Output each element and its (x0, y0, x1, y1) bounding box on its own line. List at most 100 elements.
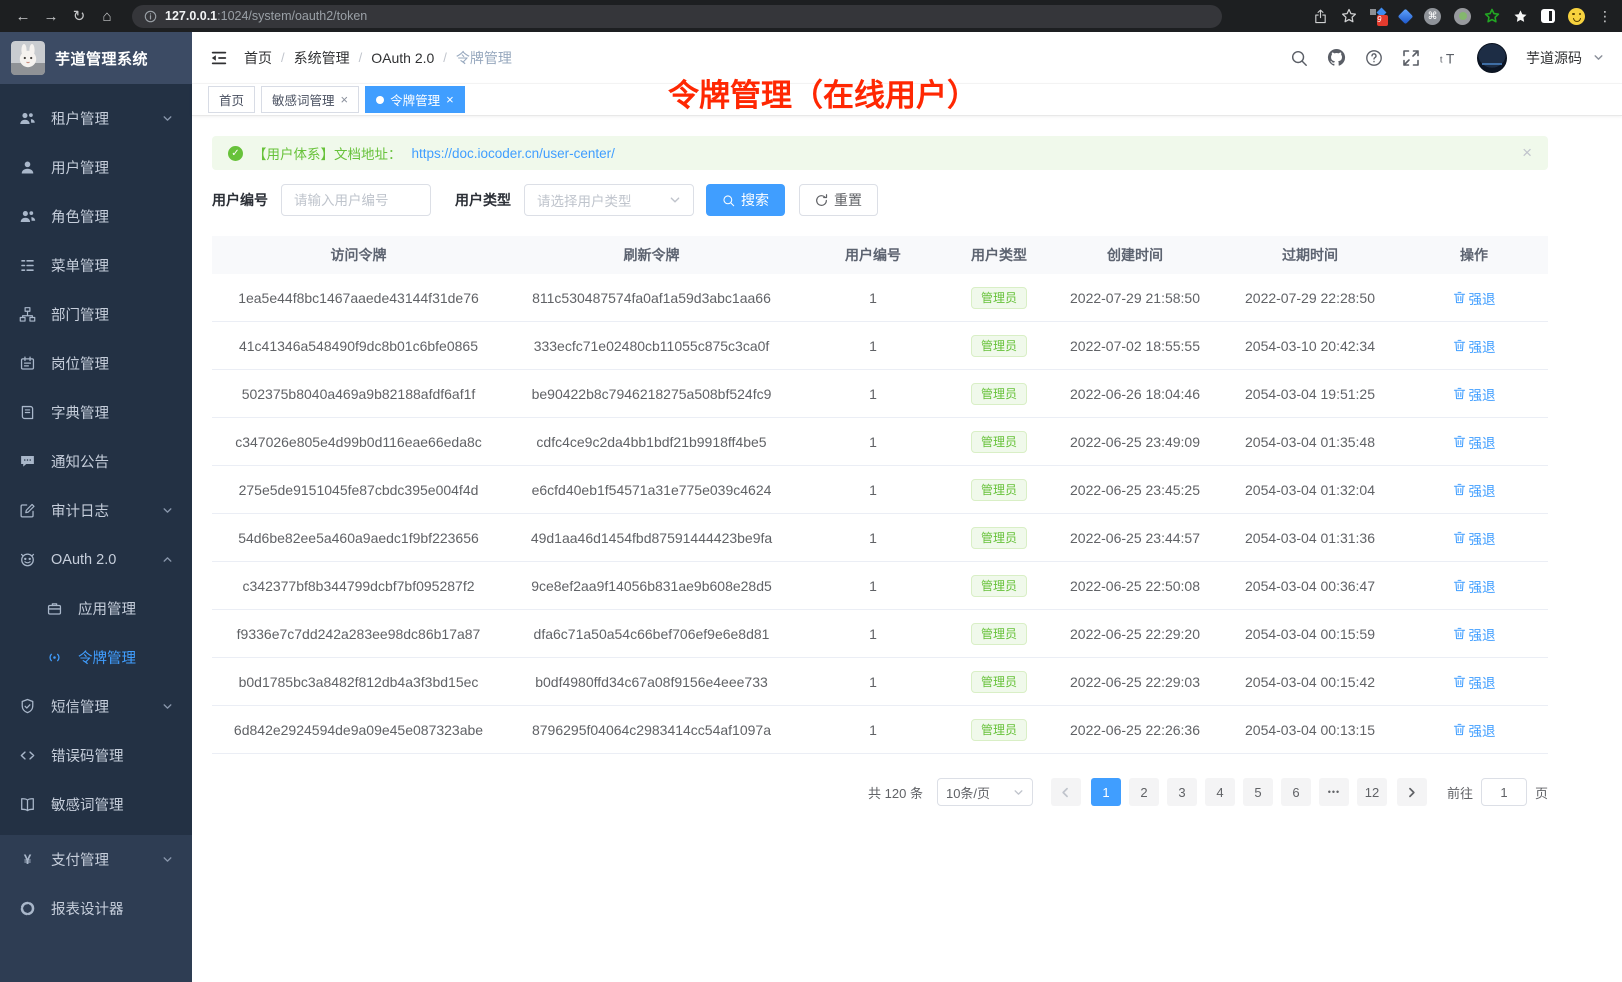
extension-emoji-icon[interactable] (1568, 7, 1585, 25)
doc-link[interactable]: https://doc.iocoder.cn/user-center/ (411, 145, 615, 161)
overflow-menu-icon[interactable]: ⋮ (1598, 7, 1612, 24)
tab-oauth2-token[interactable]: 令牌管理 × (365, 86, 465, 113)
prev-page-button[interactable] (1050, 778, 1081, 806)
role-icon (19, 208, 36, 225)
close-icon[interactable]: × (340, 92, 349, 107)
force-logout-button[interactable]: 强退 (1453, 384, 1496, 404)
trash-icon (1453, 531, 1466, 544)
search-icon[interactable] (1290, 49, 1308, 67)
app-logo[interactable]: 芋道管理系统 (0, 32, 192, 84)
username[interactable]: 芋道源码 (1526, 49, 1582, 66)
page-button-6[interactable]: 6 (1280, 778, 1311, 806)
force-logout-button[interactable]: 强退 (1453, 528, 1496, 548)
close-icon[interactable]: × (446, 92, 454, 107)
user-type-select[interactable]: 请选择用户类型 (524, 184, 694, 216)
sidebar-item-role[interactable]: 角色管理 (0, 192, 192, 241)
sidebar-item-label: 报表设计器 (51, 902, 124, 918)
user-id-input[interactable] (281, 184, 431, 216)
breadcrumb-item[interactable]: OAuth 2.0 (371, 49, 435, 66)
cell-access-token: 6d842e2924594de9a09e45e087323abe (233, 721, 484, 738)
force-logout-button[interactable]: 强退 (1453, 336, 1496, 356)
sidebar-item-menu[interactable]: 菜单管理 (0, 241, 192, 290)
address-bar[interactable]: 127.0.0.1:1024/system/oauth2/token (132, 4, 1222, 28)
home-icon[interactable]: ⌂ (102, 7, 112, 25)
extension-record-icon[interactable] (1454, 7, 1471, 25)
share-icon[interactable] (1313, 9, 1328, 24)
force-logout-button[interactable]: 强退 (1453, 624, 1496, 644)
force-logout-label: 强退 (1468, 435, 1496, 451)
extension-pinwheel-icon[interactable] (1513, 9, 1528, 24)
search-button[interactable]: 搜索 (706, 184, 785, 216)
force-logout-button[interactable]: 强退 (1453, 288, 1496, 308)
fullscreen-icon[interactable] (1402, 49, 1420, 67)
page-button-4[interactable]: 4 (1204, 778, 1235, 806)
sidebar-item-post[interactable]: 岗位管理 (0, 339, 192, 388)
forward-icon[interactable]: → (43, 7, 59, 25)
bookmark-star-icon[interactable] (1341, 8, 1357, 24)
sidebar-item-report-designer[interactable]: 报表设计器 (0, 884, 192, 933)
page-ellipsis[interactable]: ••• (1318, 778, 1349, 806)
force-logout-button[interactable]: 强退 (1453, 672, 1496, 692)
force-logout-button[interactable]: 强退 (1453, 720, 1496, 740)
cell-created-time: 2022-07-02 18:55:55 (1070, 337, 1200, 354)
extension-gem-icon[interactable] (1397, 8, 1414, 24)
sidebar-item-pay[interactable]: ¥ 支付管理 (0, 835, 192, 884)
tab-home[interactable]: 首页 (208, 86, 256, 113)
force-logout-button[interactable]: 强退 (1453, 480, 1496, 500)
page-size-select[interactable]: 10条/页 (936, 778, 1033, 806)
page-button-2[interactable]: 2 (1128, 778, 1159, 806)
cell-user-type: 管理员 (948, 526, 1050, 549)
cell-refresh-token: dfa6c71a50a54c66bef706ef9e6e8d81 (533, 625, 770, 642)
sidebar-item-oauth2-token[interactable]: 令牌管理 (0, 633, 192, 682)
user-menu-caret-icon[interactable] (1593, 52, 1604, 63)
page-button-5[interactable]: 5 (1242, 778, 1273, 806)
extension-blocks-icon[interactable]: 9 (1370, 7, 1388, 26)
sidebar-item-error-code[interactable]: 错误码管理 (0, 731, 192, 780)
collapse-sidebar-icon[interactable] (210, 49, 228, 67)
sidebar-item-audit-log[interactable]: 审计日志 (0, 486, 192, 535)
search-icon (722, 194, 735, 207)
back-icon[interactable]: ← (15, 7, 31, 25)
github-icon[interactable] (1327, 48, 1346, 67)
page-button-3[interactable]: 3 (1166, 778, 1197, 806)
breadcrumb-item[interactable]: 首页 (244, 49, 272, 66)
sidebar-item-sensitive-word[interactable]: 敏感词管理 (0, 780, 192, 829)
force-logout-button[interactable]: 强退 (1453, 576, 1496, 596)
cell-user-type: 管理员 (948, 382, 1050, 405)
cell-expire-time: 2022-07-29 22:28:50 (1245, 289, 1375, 306)
reset-button[interactable]: 重置 (799, 184, 878, 216)
help-icon[interactable] (1365, 49, 1383, 67)
force-logout-button[interactable]: 强退 (1453, 432, 1496, 452)
breadcrumb-item[interactable]: 系统管理 (293, 49, 350, 66)
next-page-button[interactable] (1396, 778, 1427, 806)
alert-close-icon[interactable]: × (1522, 143, 1532, 162)
cell-user-type: 管理员 (948, 430, 1050, 453)
user-type-badge: 管理员 (970, 382, 1027, 405)
sidebar-item-sms[interactable]: 短信管理 (0, 682, 192, 731)
sidebar-item-oauth2[interactable]: OAuth 2.0 (0, 535, 192, 584)
sidebar-item-notice[interactable]: 通知公告 (0, 437, 192, 486)
reload-icon[interactable]: ↻ (72, 8, 86, 25)
page-button-1[interactable]: 1 (1090, 778, 1121, 806)
sidebar-item-dict[interactable]: 字典管理 (0, 388, 192, 437)
extension-star-icon[interactable] (1484, 8, 1500, 24)
extension-command-icon[interactable]: ⌘ (1424, 7, 1441, 25)
force-logout-label: 强退 (1468, 291, 1496, 307)
tab-sensitive-word[interactable]: 敏感词管理 × (261, 86, 360, 113)
token-table: 访问令牌 刷新令牌 用户编号 用户类型 创建时间 过期时间 操作 1ea5e44f8bc14… (212, 236, 1548, 754)
sidebar-item-dept[interactable]: 部门管理 (0, 290, 192, 339)
user-avatar[interactable] (1477, 42, 1507, 73)
cell-access-token: 502375b8040a469a9b82188afdf6af1f (241, 385, 476, 402)
sidebar-item-user[interactable]: 用户管理 (0, 143, 192, 192)
page-button-12[interactable]: 12 (1356, 778, 1387, 806)
filter-bar: 用户编号 用户类型 请选择用户类型 搜索 重置 (212, 184, 1548, 216)
sidebar-item-oauth2-app[interactable]: 应用管理 (0, 584, 192, 633)
chevron-down-icon (162, 113, 173, 124)
cell-action: 强退 (1400, 384, 1548, 404)
sidebar-item-tenant[interactable]: 租户管理 (0, 94, 192, 143)
site-info-icon[interactable] (144, 10, 157, 23)
goto-page-input[interactable] (1480, 778, 1527, 806)
extension-sidepanel-icon[interactable] (1541, 9, 1555, 23)
